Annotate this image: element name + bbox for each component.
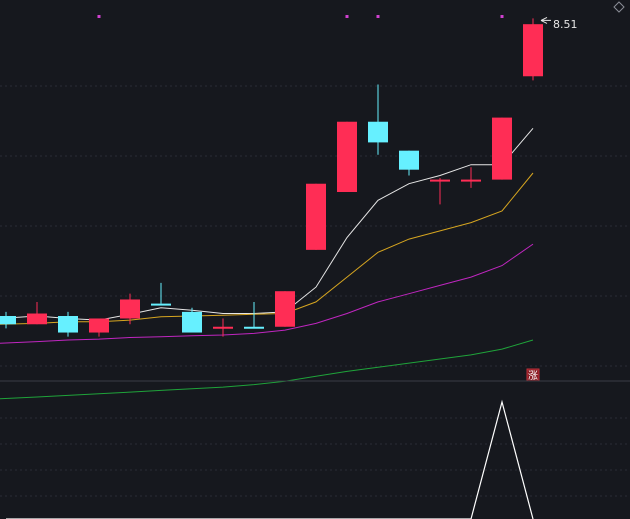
candle-body (213, 326, 233, 329)
candle (244, 301, 264, 329)
candle (399, 150, 419, 176)
last-price-label: 8.51 (553, 18, 578, 31)
candle (275, 291, 295, 327)
candle (0, 311, 16, 329)
candle (182, 307, 202, 333)
price-panel: 涨 (0, 15, 551, 400)
candle (337, 121, 357, 192)
candle-body (120, 299, 140, 319)
candle-body (399, 150, 419, 170)
candle-body (27, 313, 47, 325)
candle (151, 282, 171, 306)
candle (430, 177, 450, 205)
candle (27, 301, 47, 325)
indicator-grid (0, 417, 630, 497)
signal-marker (376, 15, 380, 18)
candle-body (0, 316, 16, 325)
candle-body (368, 121, 388, 143)
candle-body (492, 117, 512, 180)
signal-marker (500, 15, 504, 18)
candle (461, 167, 481, 188)
candle-body (89, 318, 109, 333)
price-pointer-icon (540, 16, 551, 24)
signal-marker (97, 15, 101, 18)
candle-body (306, 183, 326, 250)
corner-diamond-icon (613, 1, 625, 13)
candle-body (337, 121, 357, 192)
ma60-line (0, 339, 534, 400)
candle-body (151, 303, 171, 306)
candle (523, 18, 543, 81)
candle-body (461, 179, 481, 182)
candle-body (58, 316, 78, 333)
badge-text: 涨 (528, 370, 538, 382)
candle (306, 183, 326, 250)
ma20-line (0, 243, 534, 344)
candle (213, 318, 233, 337)
candle (492, 117, 512, 180)
limit-up-badge: 涨 (526, 368, 540, 382)
candle (120, 293, 140, 325)
candle (58, 311, 78, 337)
candle-body (523, 24, 543, 77)
candle-body (182, 311, 202, 333)
candle-body (275, 291, 295, 327)
signal-marker (345, 15, 349, 18)
candle-body (244, 326, 264, 329)
candle (89, 318, 109, 337)
candle (368, 84, 388, 155)
candle-body (430, 179, 450, 182)
